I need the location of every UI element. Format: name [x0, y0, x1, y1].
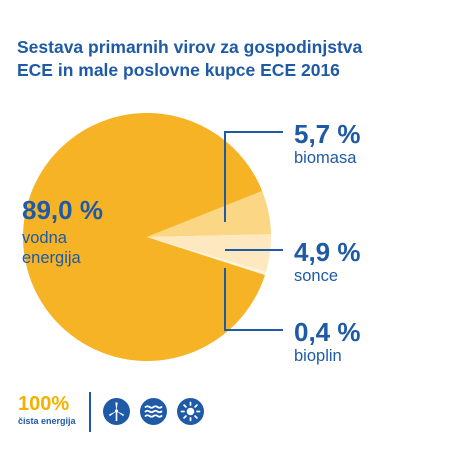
slice-label-bioplin-pct: 0,4 %	[294, 317, 361, 347]
chart-title-line-2: ECE in male poslovne kupce ECE 2016	[17, 60, 340, 80]
slice-label-sonce-name: sonce	[294, 267, 338, 285]
leader-line-bioplin	[224, 268, 283, 331]
slice-label-biomasa-pct: 5,7 %	[294, 119, 361, 149]
footer-subtitle: čista energija	[18, 416, 76, 426]
footer-percent: 100%	[18, 393, 70, 415]
pie-slice-bioplin	[147, 237, 266, 275]
leader-line-biomasa	[224, 131, 283, 222]
wind-turbine-icon	[103, 398, 130, 425]
pie-slice-sonce	[147, 234, 271, 272]
slice-label-vodna-line-1: vodna	[22, 229, 68, 247]
slice-label-vodna-line-2: energija	[22, 249, 82, 267]
pie-slice-vodna-energija	[23, 113, 266, 361]
footer-divider	[89, 392, 91, 432]
slice-label-vodna-pct: 89,0 %	[22, 195, 103, 225]
pie-slice-biomasa	[147, 190, 271, 237]
chart-title: Sestava primarnih virov za gospodinjstva…	[17, 36, 457, 82]
water-waves-icon	[140, 398, 167, 425]
pie-chart: 89,0 % vodna energija 5,7 % biomasa 4,9 …	[22, 113, 361, 365]
sun-icon	[177, 398, 204, 425]
slice-label-sonce-pct: 4,9 %	[294, 237, 361, 267]
slice-label-bioplin-name: bioplin	[294, 347, 342, 365]
slice-label-biomasa-name: biomasa	[294, 149, 357, 167]
chart-title-line-1: Sestava primarnih virov za gospodinjstva	[17, 37, 363, 57]
